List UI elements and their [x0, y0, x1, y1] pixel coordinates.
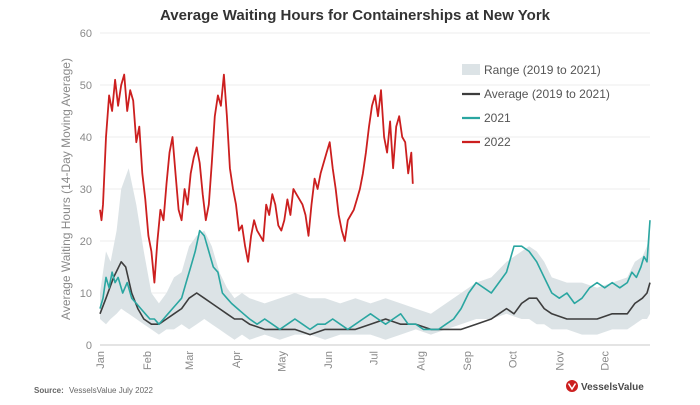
series-line-2021: [99, 220, 651, 331]
brand-name: VesselsValue: [581, 382, 644, 393]
y-tick-label: 60: [80, 28, 92, 40]
brand-logo: VesselsValue: [566, 380, 644, 393]
legend-label: Average (2019 to 2021): [484, 87, 610, 101]
y-tick-label: 40: [80, 132, 92, 144]
x-tick-labels: Jan Feb Mar Apr May Jun Jul Aug Sep Oct Nov Dec: [95, 351, 612, 372]
legend-label: Range (2019 to 2021): [484, 63, 601, 77]
source-label: Source:: [34, 386, 64, 395]
legend: Range (2019 to 2021) Average (2019 to 202…: [462, 63, 610, 149]
x-tick-label: May: [276, 351, 288, 372]
legend-swatch: [462, 64, 480, 75]
x-tick-label: Jul: [368, 351, 380, 365]
brand-logo-mark: [567, 383, 577, 391]
y-tick-labels: 0 10 20 30 40 50 60: [80, 28, 92, 352]
x-tick-label: Jan: [95, 351, 107, 369]
y-tick-label: 0: [86, 340, 92, 352]
source-text: VesselsValue July 2022: [69, 386, 153, 395]
x-tick-label: Mar: [184, 351, 196, 370]
y-tick-label: 20: [80, 236, 92, 248]
series-line-2022: [99, 73, 414, 284]
legend-label: 2021: [484, 111, 511, 125]
plot-area: [99, 73, 651, 340]
y-tick-label: 50: [80, 80, 92, 92]
x-tick-label: Sep: [462, 351, 474, 371]
y-tick-label: 30: [80, 184, 92, 196]
source-note: Source: VesselsValue July 2022: [34, 386, 153, 395]
y-tick-label: 10: [80, 288, 92, 300]
range-band: [100, 168, 650, 340]
chart-title: Average Waiting Hours for Containerships…: [160, 7, 551, 24]
x-tick-label: Feb: [142, 351, 154, 370]
x-tick-label: Nov: [554, 351, 566, 371]
x-tick-label: Aug: [415, 351, 427, 371]
x-tick-label: Jun: [323, 351, 335, 369]
x-tick-label: Oct: [508, 351, 520, 368]
x-tick-label: Apr: [231, 351, 243, 368]
legend-label: 2022: [484, 135, 511, 149]
brand-logo-icon: [566, 380, 578, 392]
x-tick-label: Dec: [600, 351, 612, 371]
y-axis-label: Average Waiting Hours (14-Day Moving Ave…: [59, 58, 73, 320]
